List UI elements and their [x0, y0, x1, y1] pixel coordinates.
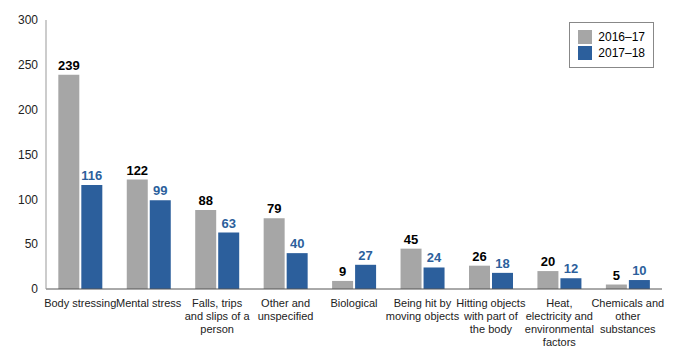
svg-text:116: 116	[81, 168, 102, 183]
svg-text:300: 300	[18, 13, 38, 27]
svg-text:99: 99	[153, 183, 167, 198]
svg-text:45: 45	[404, 232, 418, 247]
svg-text:5: 5	[613, 268, 620, 283]
svg-text:Biological: Biological	[330, 297, 377, 309]
svg-text:88: 88	[198, 193, 212, 208]
svg-text:Body stressing: Body stressing	[44, 297, 116, 309]
svg-text:Heat,electricity andenvironmen: Heat,electricity andenvironmentalfactors	[525, 297, 594, 348]
svg-text:9: 9	[339, 264, 346, 279]
svg-text:79: 79	[267, 201, 281, 216]
svg-text:63: 63	[221, 216, 235, 231]
svg-text:150: 150	[18, 148, 38, 162]
svg-text:12: 12	[564, 261, 578, 276]
svg-text:Being hit bymoving objects: Being hit bymoving objects	[386, 297, 460, 322]
svg-text:122: 122	[126, 163, 148, 178]
svg-text:20: 20	[541, 254, 555, 269]
svg-text:200: 200	[18, 103, 38, 117]
svg-text:Other andunspecified: Other andunspecified	[258, 297, 314, 322]
svg-text:Hitting objectswith part ofthe: Hitting objectswith part ofthe body	[456, 297, 526, 335]
svg-text:0: 0	[31, 282, 38, 296]
svg-text:239: 239	[58, 58, 80, 73]
svg-text:18: 18	[495, 256, 509, 271]
svg-text:40: 40	[290, 236, 304, 251]
svg-text:26: 26	[472, 249, 486, 264]
svg-text:Chemicals andothersubstances: Chemicals andothersubstances	[591, 297, 664, 335]
svg-text:27: 27	[358, 248, 372, 263]
svg-text:250: 250	[18, 58, 38, 72]
svg-text:Falls, tripsand slips of apers: Falls, tripsand slips of aperson	[185, 297, 251, 335]
svg-text:10: 10	[632, 263, 646, 278]
html-text:2017–18: 2017–18	[598, 46, 645, 60]
svg-text:Mental stress: Mental stress	[116, 297, 182, 309]
svg-text:24: 24	[427, 250, 442, 265]
svg-text:100: 100	[18, 193, 38, 207]
html-text:2016–17: 2016–17	[598, 30, 645, 44]
svg-text:50: 50	[25, 237, 39, 251]
